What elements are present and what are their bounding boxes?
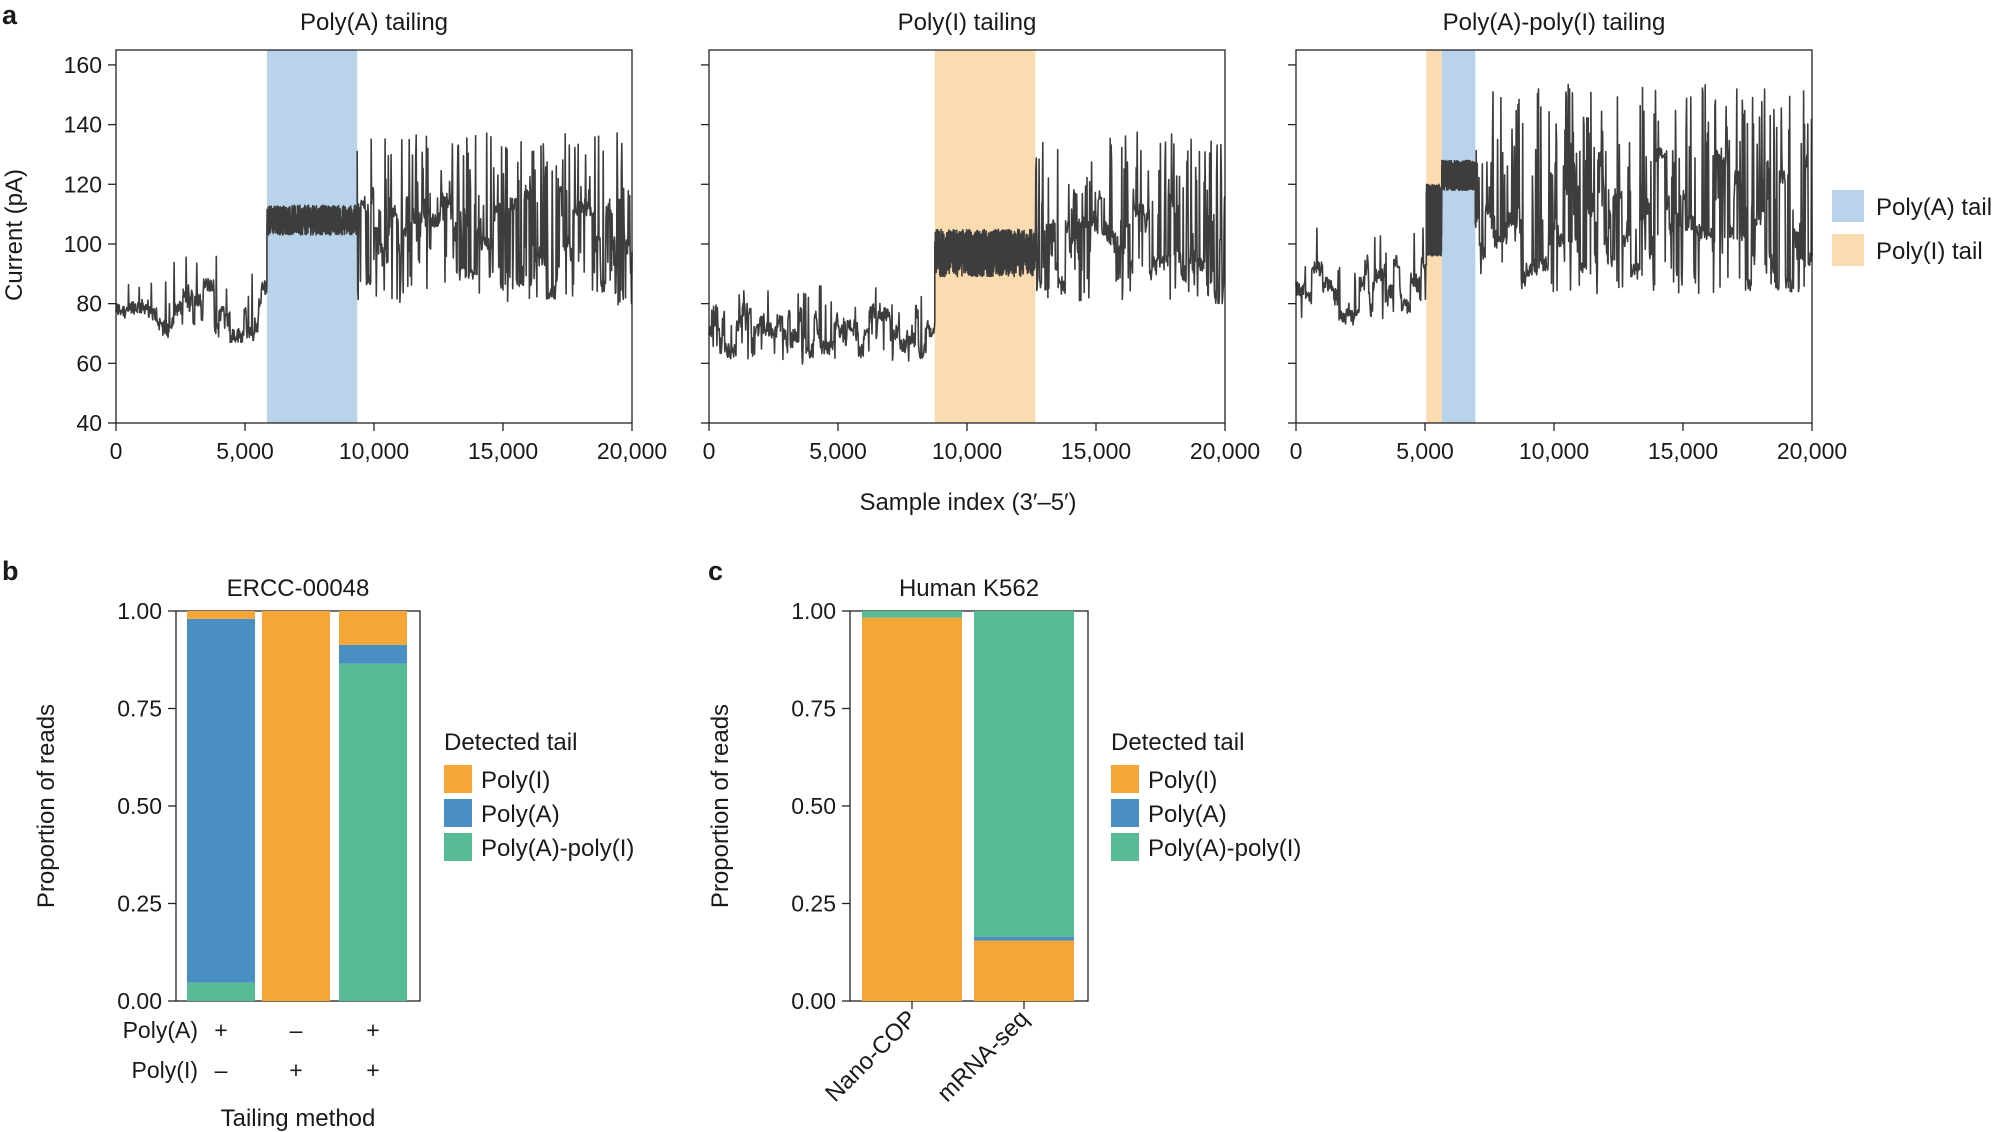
panel-c-bar-2-polyi (974, 940, 1074, 1001)
legend-swatch-polyi (1832, 234, 1864, 266)
panel-c-bar-1-polya-polyi (862, 611, 962, 618)
panel-b-bar-3-polya-polyi (339, 663, 407, 1001)
tail-band-polya-3-2 (1441, 50, 1476, 423)
trace-title-3: Poly(A)-poly(I) tailing (1443, 9, 1666, 36)
panel-b-bar-3-polya (339, 644, 407, 664)
legend-label-polyi: Poly(I) tail (1876, 238, 1983, 265)
y-tick-label-1: 60 (76, 350, 102, 376)
panel-b-y-tick-label-0: 0.00 (117, 988, 162, 1014)
x-tick-label-2-2: 10,000 (932, 438, 1002, 464)
x-tick-label-2-1: 5,000 (809, 438, 867, 464)
x-tick-label-2-3: 15,000 (1061, 438, 1131, 464)
trace-subplot-3: Poly(A)-poly(I) tailing 0 5,000 10,000 15,00… (1288, 9, 1847, 464)
panel-b-bar-1-polyi (187, 611, 255, 619)
panel-c-y-tick-label-3: 0.75 (791, 696, 836, 722)
panel-c-ylabel: Proportion of reads (707, 704, 734, 908)
panel-letter-b: b (2, 556, 19, 586)
panel-b-bar-2-polyi (262, 611, 330, 1001)
panel-b-y-tick-label-2: 0.50 (117, 793, 162, 819)
panel-b-method-sign-2-2: + (289, 1057, 302, 1083)
panel-b-bar-1-polya-polyi (187, 982, 255, 1001)
panel-c-legend-swatch-polyi (1111, 765, 1139, 793)
panel-letter-a: a (2, 0, 18, 30)
trace-subplot-1: Poly(A) tailing 0 5,000 10,000 15,000 20,000 4… (64, 9, 668, 464)
panel-b-y-tick-label-4: 1.00 (117, 598, 162, 624)
panel-c-legend-title: Detected tail (1111, 729, 1244, 756)
y-tick-label-4: 120 (64, 171, 102, 197)
panel-c-legend-label-polya: Poly(A) (1148, 801, 1227, 828)
legend-swatch-polya (1832, 190, 1864, 222)
x-tick-label-1-2: 10,000 (339, 438, 409, 464)
y-tick-label-6: 160 (64, 52, 102, 78)
x-tick-label-3-4: 20,000 (1777, 438, 1847, 464)
panel-b-method-row-polyi: Poly(I) (132, 1057, 198, 1083)
panel-b-legend-swatch-polya-polyi (444, 833, 472, 861)
panel-a-xlabel: Sample index (3′–5′) (859, 489, 1076, 516)
panel-c-y-tick-label-4: 1.00 (791, 598, 836, 624)
panel-b-method-sign-2-3: + (366, 1057, 379, 1083)
panel-c-bar-2-polya-polyi (974, 611, 1074, 937)
current-trace-2 (708, 131, 1226, 365)
panel-c-legend-label-polya-polyi: Poly(A)-poly(I) (1148, 835, 1301, 862)
panel-b-legend-label-polya: Poly(A) (481, 801, 560, 828)
panel-b-legend-label-polyi: Poly(I) (481, 767, 550, 794)
current-trace-3 (1295, 83, 1813, 326)
panel-a-legend: Poly(A) tail Poly(I) tail (1832, 190, 1992, 266)
panel-b-stacked-bars: ERCC-00048 0.00 0.25 0.50 0.75 1.00 Proportion… (33, 575, 634, 1132)
panel-b-legend-swatch-polyi (444, 765, 472, 793)
panel-b-method-sign-1-1: + (214, 1017, 227, 1043)
panel-c-title: Human K562 (899, 575, 1039, 602)
panel-c-y-tick-label-1: 0.25 (791, 891, 836, 917)
panel-b-xlabel: Tailing method (221, 1105, 376, 1132)
y-tick-label-2: 80 (76, 291, 102, 317)
panel-c-y-tick-label-2: 0.50 (791, 793, 836, 819)
trace-title-1: Poly(A) tailing (300, 9, 448, 36)
x-tick-label-1-3: 15,000 (468, 438, 538, 464)
x-tick-label-1-4: 20,000 (597, 438, 667, 464)
panel-c-legend-swatch-polya-polyi (1111, 833, 1139, 861)
panel-b-y-tick-label-1: 0.25 (117, 891, 162, 917)
panel-c-bar-2-polya (974, 936, 1074, 941)
panel-c-y-tick-label-0: 0.00 (791, 988, 836, 1014)
panel-b-legend-label-polya-polyi: Poly(A)-poly(I) (481, 835, 634, 862)
panel-c-stacked-bars: Human K562 0.00 0.25 0.50 0.75 1.00 Proportion… (707, 575, 1301, 1107)
panel-c-bar-1-polyi (862, 617, 962, 1001)
panel-b-legend-title: Detected tail (444, 729, 577, 756)
current-trace-1 (115, 132, 633, 344)
panel-c-legend-label-polyi: Poly(I) (1148, 767, 1217, 794)
tail-band-polya-1-1 (266, 50, 358, 423)
y-tick-label-0: 40 (76, 410, 102, 436)
panel-b-method-sign-1-2: – (290, 1017, 303, 1043)
panel-a-ylabel: Current (pA) (1, 169, 28, 301)
panel-b-method-sign-2-1: – (215, 1057, 228, 1083)
x-tick-label-1-0: 0 (110, 438, 123, 464)
panel-b-title: ERCC-00048 (227, 575, 370, 602)
trace-subplot-2: Poly(I) tailing 0 5,000 10,000 15,000 20,000 (701, 9, 1260, 464)
panel-c-category-mrna-seq: mRNA-seq (932, 1005, 1034, 1107)
panel-a-current-traces: Poly(A) tailing 0 5,000 10,000 15,000 20,000 4… (64, 9, 1848, 464)
panel-b-legend-swatch-polya (444, 799, 472, 827)
panel-b-y-tick-label-3: 0.75 (117, 696, 162, 722)
panel-b-bar-1-polya (187, 618, 255, 983)
x-tick-label-3-1: 5,000 (1396, 438, 1454, 464)
x-tick-label-3-3: 15,000 (1648, 438, 1718, 464)
panel-b-ylabel: Proportion of reads (33, 704, 60, 908)
x-tick-label-3-0: 0 (1290, 438, 1303, 464)
panel-b-bar-3-polyi (339, 611, 407, 645)
x-tick-label-1-1: 5,000 (216, 438, 274, 464)
x-tick-label-2-0: 0 (703, 438, 716, 464)
x-tick-label-3-2: 10,000 (1519, 438, 1589, 464)
panel-c-category-nano-cop: Nano-COP (820, 1005, 922, 1107)
y-tick-label-5: 140 (64, 112, 102, 138)
x-tick-label-2-4: 20,000 (1190, 438, 1260, 464)
y-tick-label-3: 100 (64, 231, 102, 257)
panel-c-legend-swatch-polya (1111, 799, 1139, 827)
legend-label-polya: Poly(A) tail (1876, 194, 1992, 221)
panel-b-method-sign-1-3: + (366, 1017, 379, 1043)
panel-letter-c: c (708, 556, 723, 586)
panel-b-method-row-polya: Poly(A) (123, 1017, 198, 1043)
trace-title-2: Poly(I) tailing (898, 9, 1037, 36)
